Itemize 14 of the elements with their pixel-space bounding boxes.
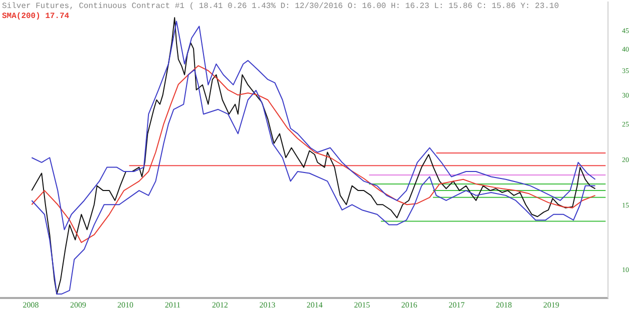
x-tick-label: 2011	[164, 300, 181, 310]
chart-title: Silver Futures, Continuous Contract #1 ( 18.41 0.26 1.43% D: 12/30/2016 O: 16.00 H: 16.23 L: 15.86 C: 15.86 Y: 23.10	[2, 2, 559, 12]
x-tick-label: 2008	[22, 300, 39, 310]
x-tick-label: 2017	[448, 300, 465, 310]
x-tick-label: 2016	[401, 300, 418, 310]
x-tick-label: 2014	[306, 300, 323, 310]
x-tick-label: 2009	[70, 300, 86, 310]
x-tick-label: 2010	[117, 300, 134, 310]
x-tick-label: 2013	[259, 300, 276, 310]
x-tick-label: 2019	[543, 300, 560, 310]
x-tick-label: 2018	[496, 300, 512, 310]
x-tick-label: 2012	[212, 300, 228, 310]
text: SMA(200) 17.74	[2, 12, 70, 22]
x-tick-label: 2015	[354, 300, 370, 310]
